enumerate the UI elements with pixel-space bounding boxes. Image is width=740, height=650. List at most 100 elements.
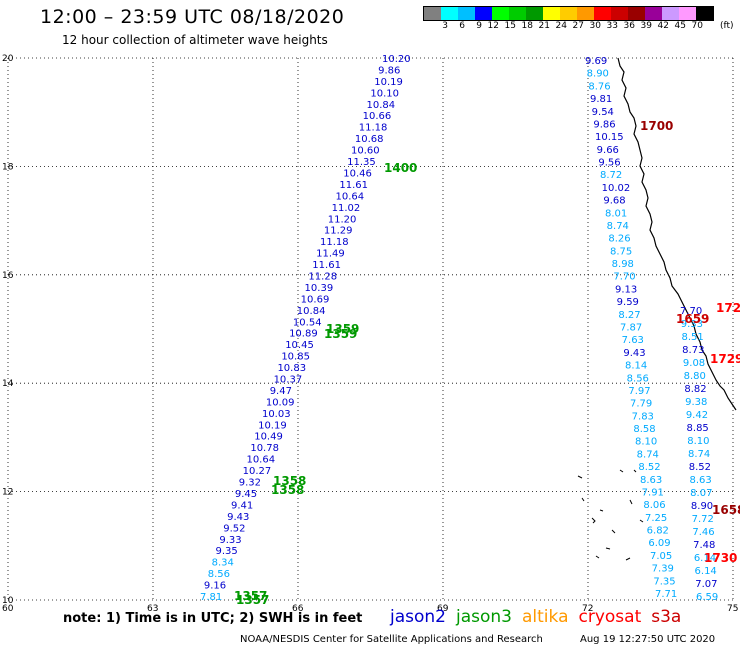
y-tick-label: 20 (2, 54, 14, 64)
wave-height-value: 10.02 (602, 183, 631, 194)
color-swatch (611, 7, 628, 20)
wave-height-value: 9.41 (231, 500, 253, 511)
color-swatch (526, 7, 543, 20)
y-tick-label: 14 (2, 379, 14, 389)
color-legend-label: 39 (640, 21, 652, 31)
altimeter-track-coastal: 7.70 9.33 8.51 8.73 9.08 8.80 8.82 9.38 9.42 8.85… (680, 306, 718, 603)
wave-height-value: 8.52 (689, 462, 711, 473)
wave-height-value: 8.85 (687, 423, 709, 434)
wave-height-value: 8.63 (640, 475, 662, 486)
wave-height-value: 7.07 (695, 579, 717, 590)
wave-height-value: 9.56 (598, 158, 620, 169)
pass-time-label: 1730 (704, 551, 737, 565)
x-tick-label: 69 (437, 604, 449, 614)
wave-height-value: 10.69 (301, 294, 330, 305)
wave-height-value: 10.54 (293, 317, 322, 328)
wave-height-value: 8.56 (208, 569, 230, 580)
wave-height-value: 7.83 (632, 411, 654, 422)
color-legend-labels: 3 6 9 12 15 18 21 24 27 30 33 36 39 42 45 70 (423, 21, 703, 31)
pass-time-label: 1729 (710, 352, 740, 366)
color-legend-label: 15 (504, 21, 516, 31)
wave-height-value: 6.14 (694, 553, 716, 564)
wave-height-value: 11.61 (339, 180, 368, 191)
wave-height-value: 8.56 (627, 373, 649, 384)
wave-height-value: 9.42 (686, 410, 708, 421)
wave-height-value: 11.20 (328, 214, 357, 225)
wave-height-value: 9.43 (623, 348, 645, 359)
color-legend-label: 12 (487, 21, 499, 31)
color-legend-label: 18 (521, 21, 533, 31)
wave-height-value: 8.10 (635, 437, 657, 448)
wave-height-value: 11.28 (308, 271, 337, 282)
wave-height-value: 7.46 (692, 527, 714, 538)
wave-height-value: 10.09 (266, 397, 295, 408)
pass-time-label: 1357 (236, 593, 269, 607)
wave-height-value: 11.18 (320, 237, 349, 248)
pass-time-label: 172 (716, 301, 740, 315)
color-swatch (441, 7, 458, 20)
footer-note: note: 1) Time is in UTC; 2) SWH is in fe… (63, 611, 363, 626)
wave-height-value: 11.49 (316, 249, 345, 260)
wave-height-value: 11.29 (324, 226, 353, 237)
wave-height-value: 10.60 (351, 146, 380, 157)
wave-height-value: 7.71 (655, 589, 677, 600)
color-legend (423, 6, 714, 21)
color-legend-label: 21 (538, 21, 550, 31)
wave-height-value: 11.18 (359, 123, 388, 134)
wave-height-value: 10.64 (246, 455, 275, 466)
wave-height-value: 10.15 (595, 132, 624, 143)
wave-height-value: 10.20 (382, 54, 411, 65)
wave-height-value: 8.74 (637, 449, 659, 460)
wave-height-value: 10.19 (258, 420, 287, 431)
color-swatch (543, 7, 560, 20)
wave-height-value: 7.72 (692, 514, 714, 525)
wave-height-value: 9.43 (227, 512, 249, 523)
wave-height-value: 9.35 (215, 546, 237, 557)
color-swatch (458, 7, 475, 20)
color-legend-label: 42 (657, 21, 669, 31)
color-legend-label: 6 (459, 21, 465, 31)
color-legend-label: 24 (555, 21, 567, 31)
wave-height-value: 10.27 (243, 466, 272, 477)
jason2-track-east: 9.698.908.769.819.549.8610.159.669.568.7… (585, 56, 677, 600)
wave-height-value: 9.81 (590, 94, 612, 105)
wave-height-value: 9.59 (617, 297, 639, 308)
wave-height-value: 10.49 (254, 432, 283, 443)
wave-height-value: 8.06 (643, 500, 665, 511)
wave-height-value: 11.35 (347, 157, 376, 168)
wave-height-value: 9.16 (204, 581, 226, 592)
wave-height-value: 8.76 (588, 81, 610, 92)
satellite-legend-s3a: s3a (651, 607, 682, 627)
color-legend-label: 27 (572, 21, 584, 31)
wave-height-value: 10.10 (370, 88, 399, 99)
wave-height-value: 7.79 (630, 399, 652, 410)
wave-height-value: 6.59 (696, 592, 718, 603)
color-swatch (509, 7, 526, 20)
color-legend-label: 70 (691, 21, 703, 31)
wave-height-value: 9.45 (235, 489, 257, 500)
wave-height-value: 7.70 (613, 272, 635, 283)
wave-height-value: 8.82 (684, 384, 706, 395)
wave-height-value: 9.47 (270, 386, 292, 397)
wave-height-value: 7.25 (645, 513, 667, 524)
color-swatch (645, 7, 662, 20)
wave-height-value: 8.27 (618, 310, 640, 321)
wave-height-value: 10.64 (336, 191, 365, 202)
pass-time-label: 1358 (271, 483, 304, 497)
wave-height-value: 9.86 (593, 119, 615, 130)
color-swatch (577, 7, 594, 20)
wave-height-value: 10.45 (285, 340, 314, 351)
wave-height-value: 10.39 (305, 283, 334, 294)
wave-height-value: 10.19 (374, 77, 403, 88)
wave-height-value: 9.38 (685, 397, 707, 408)
y-tick-label: 18 (2, 162, 14, 172)
satellite-legend-cryosat: cryosat (578, 607, 642, 627)
wave-height-value: 7.48 (693, 540, 715, 551)
wave-height-value: 6.82 (647, 526, 669, 537)
color-legend-unit: (ft) (720, 21, 734, 31)
x-axis-ticks: 60 63 66 69 72 75 (2, 604, 738, 614)
x-tick-label: 66 (292, 604, 304, 614)
wave-height-value: 9.32 (239, 478, 261, 489)
wave-height-value: 8.58 (633, 424, 655, 435)
